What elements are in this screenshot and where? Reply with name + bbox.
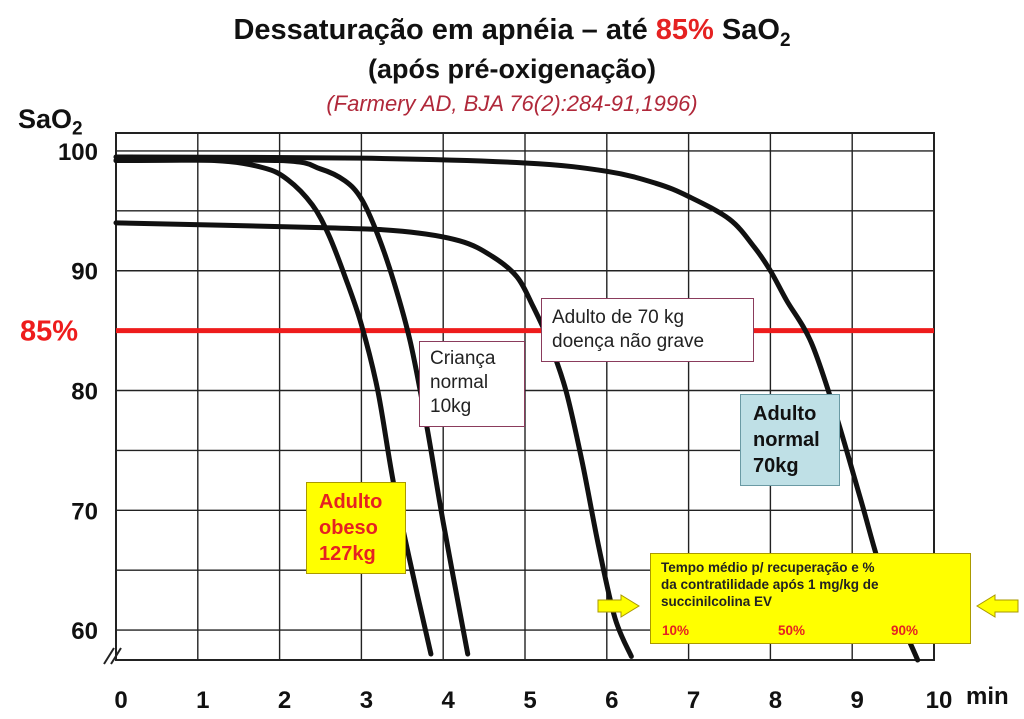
y-axis-label-text: SaO: [18, 104, 73, 134]
annotation-line: 127kg: [319, 543, 376, 565]
axis-break-mark: [103, 647, 115, 665]
x-axis-unit: min: [966, 683, 1009, 710]
x-tick-label: 0: [114, 687, 127, 714]
recovery-percent-50: 50%: [778, 623, 806, 638]
title-subscript: 2: [779, 29, 791, 51]
annotation-obese-adult-127kg: Adulto obeso 127kg: [306, 482, 406, 574]
annotation-normal-adult-70kg: Adulto normal 70kg: [740, 394, 840, 486]
annotation-line: Adulto de 70 kg: [552, 307, 685, 328]
x-tick-label: 4: [442, 687, 456, 714]
x-tick-label: 5: [523, 687, 536, 714]
x-tick-label: 10: [926, 687, 953, 714]
annotation-line: Adulto: [319, 491, 383, 513]
title-suffix: SaO: [713, 14, 780, 46]
x-tick-label: 2: [278, 687, 291, 714]
annotation-adult-70kg-disease: Adulto de 70 kg doença não grave: [541, 298, 754, 362]
annotation-line: Criança: [430, 348, 496, 369]
x-tick-label: 6: [605, 687, 618, 714]
threshold-label: 85%: [20, 316, 78, 348]
x-tick-label: 7: [687, 687, 700, 714]
recovery-line: da contratilidade após 1 mg/kg de: [661, 577, 879, 592]
y-tick-label: 90: [71, 259, 98, 286]
annotation-line: 70kg: [753, 455, 799, 477]
right-arrow-icon: [597, 594, 640, 618]
series-curve-child: [113, 157, 471, 657]
x-tick-label: 1: [196, 687, 209, 714]
annotation-child-10kg: Criança normal 10kg: [419, 341, 525, 427]
annotation-line: obeso: [319, 517, 378, 539]
axis-break-mark: [110, 647, 122, 665]
y-tick-label: 70: [71, 498, 98, 525]
annotation-line: normal: [430, 372, 489, 393]
annotation-line: normal: [753, 429, 820, 451]
recovery-percent-10: 10%: [662, 623, 690, 638]
x-tick-label: 9: [851, 687, 864, 714]
y-axis-label-subscript: 2: [72, 118, 83, 140]
recovery-line: succinilcolina EV: [661, 594, 773, 609]
annotation-line: Adulto: [753, 403, 817, 425]
y-tick-label: 80: [71, 379, 98, 406]
chart-title: Dessaturação em apnéia – até 85% SaO2: [0, 14, 1024, 52]
annotation-succinylcholine-recovery: Tempo médio p/ recuperação e % da contra…: [650, 553, 971, 644]
y-tick-label: 60: [71, 618, 98, 645]
y-axis-label: SaO2: [18, 104, 83, 140]
series-curve-obese: [113, 157, 434, 657]
x-tick-label: 8: [769, 687, 782, 714]
series-curve-normal: [113, 154, 921, 663]
x-tick-label: 3: [360, 687, 373, 714]
title-accent: 85%: [655, 14, 714, 46]
y-tick-label: 100: [58, 139, 98, 166]
series-curve-disease: [113, 220, 634, 659]
annotation-line: doença não grave: [552, 331, 705, 352]
recovery-percent-90: 90%: [891, 623, 919, 638]
chart-subtitle: (após pré-oxigenação): [367, 54, 657, 84]
annotation-line: 10kg: [430, 396, 472, 417]
left-arrow-icon: [976, 594, 1019, 618]
chart-citation: (Farmery AD, BJA 76(2):284-91,1996): [326, 91, 698, 116]
recovery-line: Tempo médio p/ recuperação e %: [661, 560, 875, 575]
title-prefix: Dessaturação em apnéia – até: [233, 14, 656, 46]
